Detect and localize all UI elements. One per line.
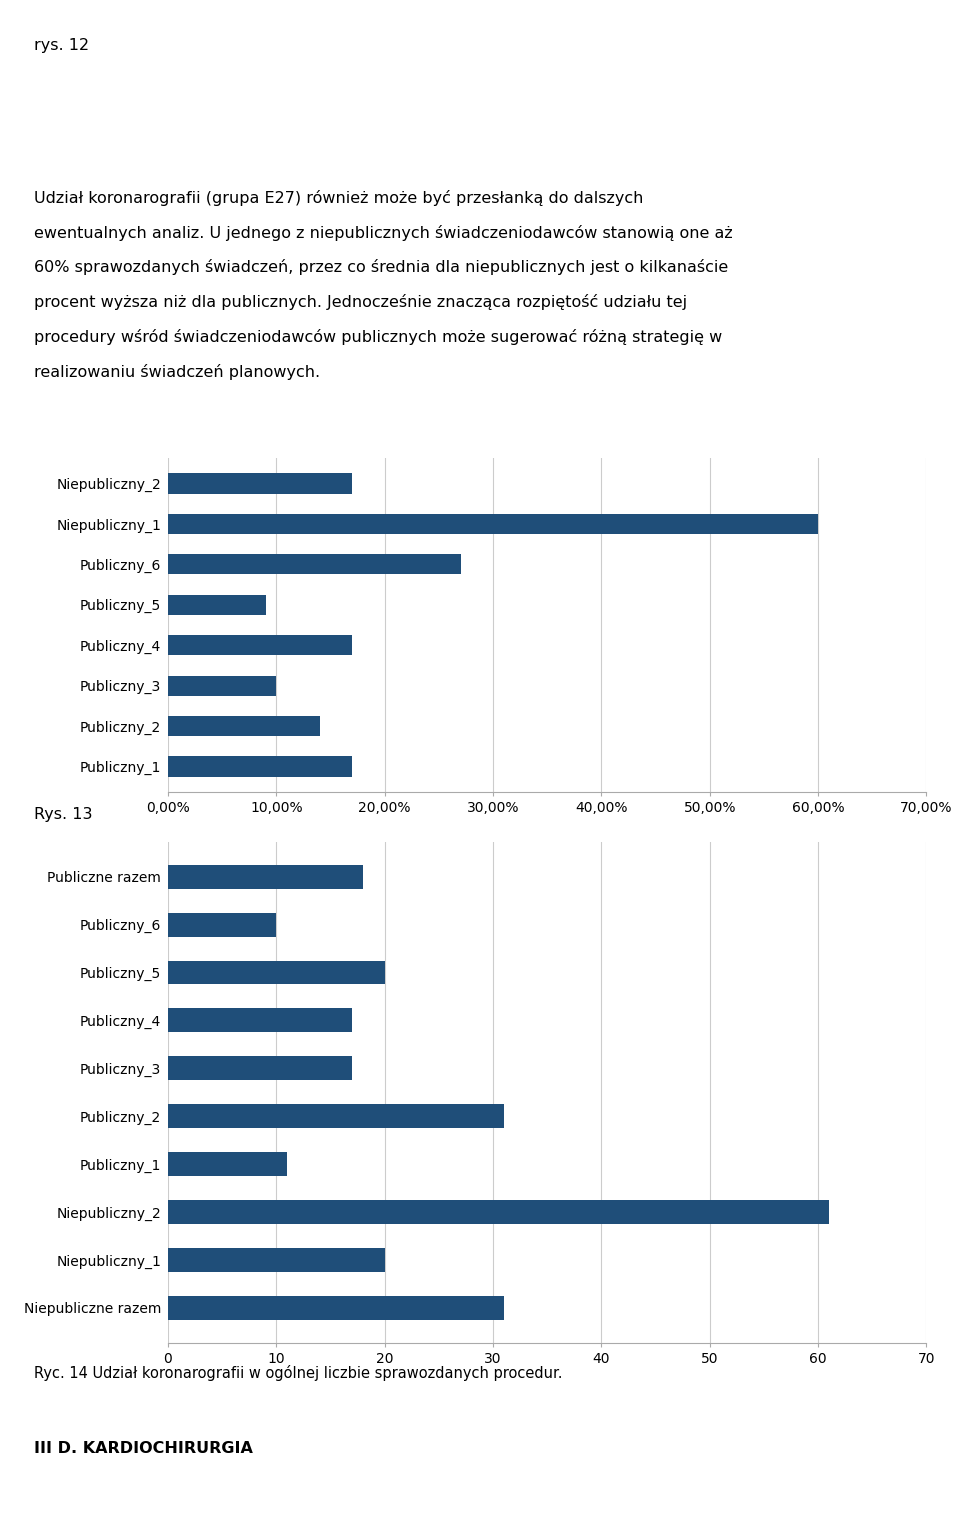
Text: Rys. 13: Rys. 13	[34, 807, 92, 822]
Text: procedury wśród świadczeniodawców publicznych może sugerować różną strategię w: procedury wśród świadczeniodawców public…	[34, 329, 722, 346]
Bar	[168, 1296, 504, 1320]
Text: procent wyższa niż dla publicznych. Jednocześnie znacząca rozpiętość udziału tej: procent wyższa niż dla publicznych. Jedn…	[34, 294, 686, 311]
Bar	[168, 913, 276, 936]
Bar	[168, 554, 461, 575]
Text: Udział koronarografii (grupa E27) również może być przesłanką do dalszych: Udział koronarografii (grupa E27) równie…	[34, 190, 643, 206]
Bar	[168, 960, 385, 985]
Bar	[168, 1056, 352, 1080]
Bar	[168, 675, 276, 696]
Bar	[168, 636, 352, 655]
Text: Ryc. 14 Udział koronarografii w ogólnej liczbie sprawozdanych procedur.: Ryc. 14 Udział koronarografii w ogólnej …	[34, 1365, 563, 1382]
Bar	[168, 514, 818, 534]
Bar	[168, 716, 320, 736]
Bar	[168, 757, 352, 777]
Bar	[168, 473, 352, 493]
Bar	[168, 1009, 352, 1033]
Text: III D. KARDIOCHIRURGIA: III D. KARDIOCHIRURGIA	[34, 1441, 252, 1456]
Bar	[168, 1151, 287, 1176]
Text: rys. 12: rys. 12	[34, 38, 88, 53]
Text: ewentualnych analiz. U jednego z niepublicznych świadczeniodawców stanowią one a: ewentualnych analiz. U jednego z niepubl…	[34, 225, 732, 241]
Bar	[168, 595, 266, 614]
Bar	[168, 1104, 504, 1129]
Bar	[168, 1248, 385, 1271]
Bar	[168, 865, 363, 889]
Bar	[168, 1200, 828, 1224]
Text: 60% sprawozdanych świadczeń, przez co średnia dla niepublicznych jest o kilkanaś: 60% sprawozdanych świadczeń, przez co śr…	[34, 259, 728, 276]
Text: realizowaniu świadczeń planowych.: realizowaniu świadczeń planowych.	[34, 364, 320, 381]
